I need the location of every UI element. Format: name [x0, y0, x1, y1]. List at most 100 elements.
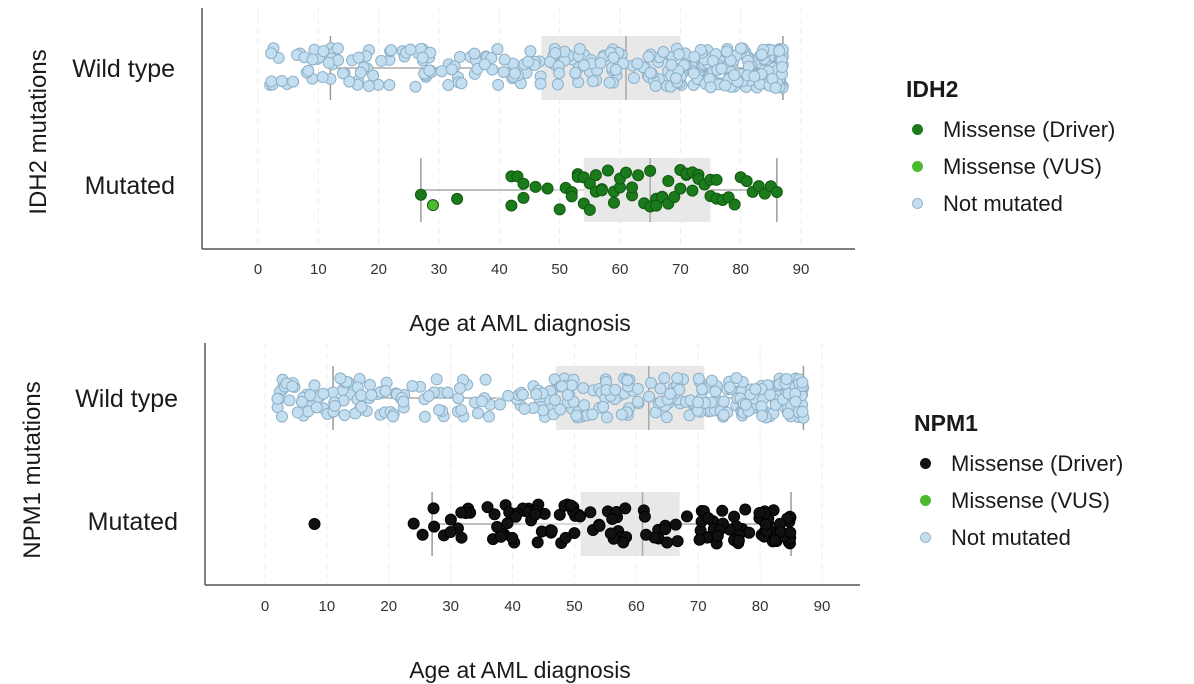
data-point [479, 373, 492, 386]
chart-panel-npm1: 0 10 20 30 40 50 60 70 80 90 Wild type Mutated NP… [19, 343, 860, 683]
data-point [715, 62, 728, 75]
data-point [302, 64, 315, 77]
legend-title: NPM1 [914, 410, 978, 436]
data-point [607, 51, 620, 64]
data-point [416, 51, 429, 64]
data-point [621, 374, 634, 387]
x-tick-label: 60 [628, 598, 645, 615]
data-point [387, 410, 400, 423]
data-point [595, 184, 608, 197]
data-point [692, 396, 705, 409]
x-tick-label: 90 [814, 598, 831, 615]
data-point [759, 518, 772, 531]
data-point [749, 383, 762, 396]
data-point [661, 536, 674, 549]
data-point [444, 526, 457, 539]
data-point [573, 42, 586, 55]
data-point [409, 80, 422, 93]
data-point [631, 382, 644, 395]
data-point [594, 57, 607, 70]
data-point [686, 184, 699, 197]
data-point [367, 69, 380, 82]
data-point [536, 404, 549, 417]
data-point [530, 388, 543, 401]
data-point [631, 57, 644, 70]
x-axis-label: Age at AML diagnosis [409, 310, 631, 336]
data-point [475, 395, 488, 408]
data-point [660, 411, 673, 424]
data-point [739, 398, 752, 411]
x-tick-label: 40 [504, 598, 521, 615]
data-point [559, 531, 572, 544]
data-point [671, 535, 684, 548]
data-point [796, 376, 809, 389]
data-point [509, 510, 522, 523]
data-point [483, 410, 496, 423]
data-point [444, 513, 457, 526]
data-point [705, 374, 718, 387]
data-point [362, 79, 375, 92]
data-point [565, 190, 578, 203]
data-point [569, 66, 582, 79]
data-point [716, 504, 729, 517]
data-point [423, 64, 436, 77]
data-point [586, 408, 599, 421]
data-point [304, 389, 317, 402]
data-point [711, 529, 724, 542]
data-point [524, 45, 537, 58]
data-point [491, 43, 504, 56]
data-point [328, 399, 341, 412]
legend-label: Not mutated [951, 525, 1071, 550]
data-point [517, 177, 530, 190]
data-point [265, 47, 278, 60]
data-point [343, 75, 356, 88]
legend-item-missense-vus: Missense (VUS) [906, 148, 1115, 185]
data-points [264, 42, 789, 216]
legend-dot-icon [920, 458, 931, 469]
category-label-mutated: Mutated [85, 172, 175, 200]
data-point [455, 506, 468, 519]
data-point [383, 79, 396, 92]
data-point [577, 382, 590, 395]
data-point [696, 383, 709, 396]
legend-dot-icon [920, 495, 931, 506]
data-point [669, 518, 682, 531]
data-point [753, 506, 766, 519]
data-point [555, 380, 568, 393]
data-point [355, 400, 368, 413]
data-point [354, 66, 367, 79]
data-point [717, 408, 730, 421]
legend-dot-icon [912, 198, 923, 209]
data-point [719, 79, 732, 92]
category-label-wild-type: Wild type [72, 55, 175, 83]
x-tick-label: 30 [431, 261, 448, 278]
data-point [615, 408, 628, 421]
data-point [632, 169, 645, 182]
data-point [494, 530, 507, 543]
data-point [397, 395, 410, 408]
data-point [308, 379, 321, 392]
data-point [385, 44, 398, 57]
data-point [451, 192, 464, 205]
legend-item-missense-driver: Missense (Driver) [914, 445, 1123, 482]
legend-item-not-mutated: Not mutated [914, 519, 1123, 556]
data-point [317, 45, 330, 58]
x-tick-label: 40 [491, 261, 508, 278]
legend-idh2: IDH2 Missense (Driver) Missense (VUS) No… [906, 76, 1115, 222]
data-point [275, 75, 288, 88]
data-point [688, 50, 701, 63]
chart-panel-idh2: 0 10 20 30 40 50 60 70 80 90 Wild type Mutated ID… [25, 8, 855, 336]
data-point [549, 393, 562, 406]
data-point [723, 381, 736, 394]
data-point [493, 398, 506, 411]
data-point [583, 203, 596, 216]
data-point [606, 513, 619, 526]
data-point [609, 383, 622, 396]
data-point [609, 63, 622, 76]
data-point [545, 524, 558, 537]
data-point [782, 407, 795, 420]
data-point [428, 520, 441, 533]
legend-label: Missense (Driver) [943, 117, 1116, 142]
x-axis-label: Age at AML diagnosis [409, 657, 631, 683]
data-point [554, 403, 567, 416]
